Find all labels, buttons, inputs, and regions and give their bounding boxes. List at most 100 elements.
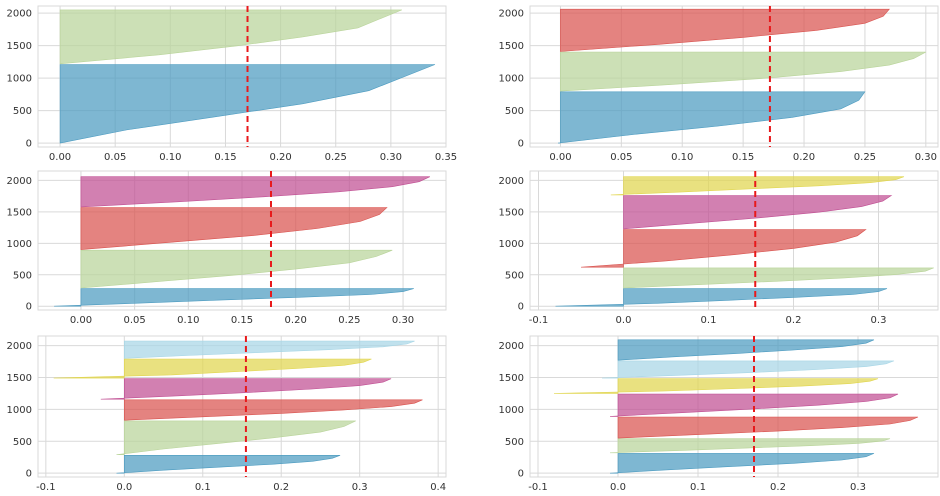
cluster-2-silhouette: [59, 9, 403, 65]
y-tick-label: 1500: [7, 207, 32, 218]
x-tick-label: 0.3: [850, 482, 866, 493]
x-tick-label: 0.3: [871, 315, 887, 326]
y-tick-label: 1500: [7, 373, 32, 384]
y-tick-label: 1000: [499, 74, 524, 85]
cluster-3-silhouette: [617, 416, 919, 439]
cluster-5-silhouette: [610, 176, 905, 196]
cluster-4-silhouette: [609, 393, 899, 417]
x-tick-label: 0.10: [159, 152, 181, 163]
x-tick-label: 0.25: [338, 315, 360, 326]
x-tick-label: 0.2: [786, 315, 802, 326]
cluster-3-silhouette: [80, 207, 388, 250]
y-tick-label: 1500: [7, 41, 32, 52]
x-tick-label: 0.4: [430, 482, 446, 493]
x-tick-label: 0.2: [273, 482, 289, 493]
y-tick-label: 2000: [7, 176, 32, 187]
cluster-4-silhouette: [623, 195, 893, 230]
x-tick-label: 0.0: [610, 482, 626, 493]
x-tick-label: 0.20: [269, 152, 291, 163]
x-tick-label: 0.15: [214, 152, 236, 163]
x-tick-label: 0.0: [616, 315, 632, 326]
cluster-1-silhouette: [116, 455, 341, 474]
x-tick-label: 0.1: [690, 482, 706, 493]
silhouette-plot-k5: -0.1 0.0 0.1 0.2 0.3 0 500 1000 1500 2000: [499, 170, 939, 326]
cluster-5-silhouette: [53, 358, 372, 379]
x-tick-label: 0.10: [671, 152, 693, 163]
x-tick-label: 0.00: [49, 152, 71, 163]
cluster-1-silhouette: [59, 64, 436, 144]
x-tick-label: 0.30: [392, 315, 414, 326]
y-tick-label: 0: [26, 469, 32, 480]
cluster-7-silhouette: [617, 339, 875, 361]
cluster-6-silhouette: [601, 360, 895, 379]
y-tick-label: 1000: [7, 74, 32, 85]
y-tick-label: 0: [518, 469, 524, 480]
y-tick-label: 1500: [499, 373, 524, 384]
y-tick-label: 2000: [499, 176, 524, 187]
x-tick-label: 0.05: [104, 152, 126, 163]
cluster-1-silhouette: [609, 453, 875, 474]
y-tick-label: 500: [505, 437, 524, 448]
x-tick-label: 0.25: [854, 152, 876, 163]
y-tick-label: 2000: [7, 9, 32, 20]
cluster-5-silhouette: [553, 378, 879, 394]
silhouette-plot-k2: 0.00 0.05 0.10 0.15 0.20 0.25 0.30 0.35 0 500 1000…: [7, 5, 457, 163]
cluster-2-silhouette: [80, 249, 393, 289]
cluster-3-silhouette: [124, 399, 423, 421]
y-tick-label: 1000: [499, 239, 524, 250]
y-tick-label: 500: [505, 270, 524, 281]
x-tick-label: -0.1: [529, 315, 549, 326]
cluster-2-silhouette: [623, 267, 934, 289]
x-tick-label: 0.25: [325, 152, 347, 163]
cluster-2-silhouette: [560, 51, 926, 92]
cluster-4-silhouette: [80, 176, 431, 208]
x-tick-label: 0.3: [352, 482, 368, 493]
y-tick-label: 2000: [499, 341, 524, 352]
cluster-3-silhouette: [580, 229, 867, 268]
cluster-6-silhouette: [124, 340, 415, 359]
silhouette-plot-k4: 0.00 0.05 0.10 0.15 0.20 0.25 0.30 0 500 1000 1500…: [7, 170, 447, 326]
y-tick-label: 0: [518, 302, 524, 313]
y-tick-label: 500: [505, 106, 524, 117]
x-tick-label: 0.1: [195, 482, 211, 493]
y-tick-label: 1000: [7, 239, 32, 250]
x-tick-label: 0.30: [380, 152, 402, 163]
x-tick-label: 0.1: [701, 315, 717, 326]
y-tick-label: 0: [518, 139, 524, 150]
silhouette-plot-k3: 0.00 0.05 0.10 0.15 0.20 0.25 0.30 0 500 1000 1500…: [499, 5, 939, 163]
x-tick-label: -0.1: [528, 482, 548, 493]
y-tick-label: 1000: [7, 405, 32, 416]
cluster-3-silhouette: [560, 8, 890, 52]
y-tick-label: 0: [26, 139, 32, 150]
x-tick-label: 0.20: [285, 315, 307, 326]
x-tick-label: 0.00: [70, 315, 92, 326]
silhouette-plot-k7: -0.1 0.0 0.1 0.2 0.3 0 500 1000 1500 2000: [499, 335, 939, 493]
x-tick-label: 0.15: [732, 152, 754, 163]
y-tick-label: 1000: [499, 405, 524, 416]
x-tick-label: 0.30: [915, 152, 937, 163]
cluster-2-silhouette: [116, 420, 356, 455]
cluster-1-silhouette: [555, 288, 888, 307]
x-tick-label: 0.05: [610, 152, 632, 163]
x-tick-label: 0.10: [177, 315, 199, 326]
y-tick-label: 500: [13, 106, 32, 117]
x-tick-label: 0.20: [793, 152, 815, 163]
y-tick-label: 2000: [499, 9, 524, 20]
x-tick-label: -0.1: [36, 482, 56, 493]
y-tick-label: 1500: [499, 207, 524, 218]
cluster-1-silhouette: [557, 91, 866, 144]
x-tick-label: 0.05: [123, 315, 145, 326]
x-tick-label: 0.00: [549, 152, 571, 163]
x-tick-label: 0.35: [435, 152, 457, 163]
x-tick-label: 0.15: [231, 315, 253, 326]
y-tick-label: 500: [13, 437, 32, 448]
x-tick-label: 0.2: [770, 482, 786, 493]
y-tick-label: 1500: [499, 41, 524, 52]
y-tick-label: 500: [13, 270, 32, 281]
x-tick-label: 0.0: [116, 482, 132, 493]
cluster-1-silhouette: [54, 288, 414, 307]
y-tick-label: 2000: [7, 341, 32, 352]
y-tick-label: 0: [26, 302, 32, 313]
silhouette-plot-k6: -0.1 0.0 0.1 0.2 0.3 0.4 0 500 1000 1500 2000: [7, 335, 447, 493]
